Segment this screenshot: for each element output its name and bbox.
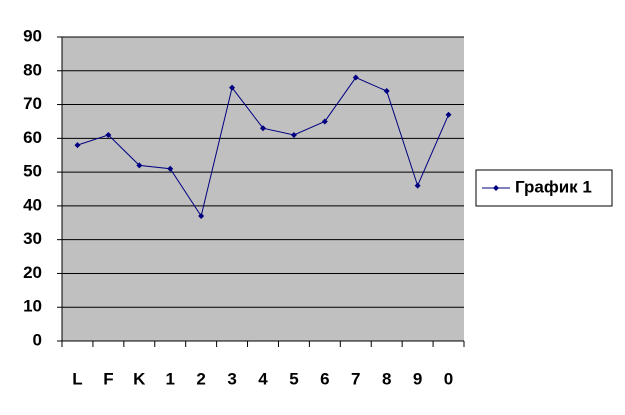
data-point	[105, 131, 112, 138]
x-tick-label: 6	[320, 369, 329, 388]
x-tick-label: 2	[196, 369, 205, 388]
data-point	[383, 88, 390, 95]
y-tick-label: 10	[23, 297, 42, 316]
x-tick-label: 0	[444, 369, 453, 388]
data-point	[74, 142, 81, 149]
y-tick-label: 0	[33, 330, 42, 349]
legend-label: График 1	[515, 177, 592, 196]
y-tick-label: 40	[23, 195, 42, 214]
legend-marker	[493, 185, 499, 191]
y-tick-label: 20	[23, 263, 42, 282]
data-point	[198, 213, 205, 220]
data-point	[414, 182, 421, 189]
x-tick-label: L	[72, 369, 82, 388]
data-point	[352, 74, 359, 81]
x-tick-label: F	[103, 369, 113, 388]
y-tick-label: 70	[23, 94, 42, 113]
x-tick-label: 1	[165, 369, 174, 388]
data-point	[321, 118, 328, 125]
x-tick-label: 7	[351, 369, 360, 388]
y-tick-label: 90	[23, 26, 42, 45]
data-point	[260, 125, 266, 132]
y-tick-label: 80	[23, 60, 42, 79]
x-tick-label: 3	[227, 369, 236, 388]
x-tick-label: 5	[289, 369, 298, 388]
plot-area	[62, 37, 464, 341]
y-tick-label: 50	[23, 162, 42, 181]
x-tick-label: K	[133, 369, 146, 388]
y-tick-label: 60	[23, 128, 42, 147]
data-point	[167, 165, 174, 172]
x-tick-label: 9	[413, 369, 422, 388]
data-point	[290, 131, 297, 138]
y-tick-label: 30	[23, 229, 42, 248]
x-tick-label: 4	[258, 369, 268, 388]
x-tick-label: 8	[382, 369, 391, 388]
data-point	[229, 84, 236, 91]
data-point	[136, 162, 143, 169]
data-point	[445, 111, 452, 118]
